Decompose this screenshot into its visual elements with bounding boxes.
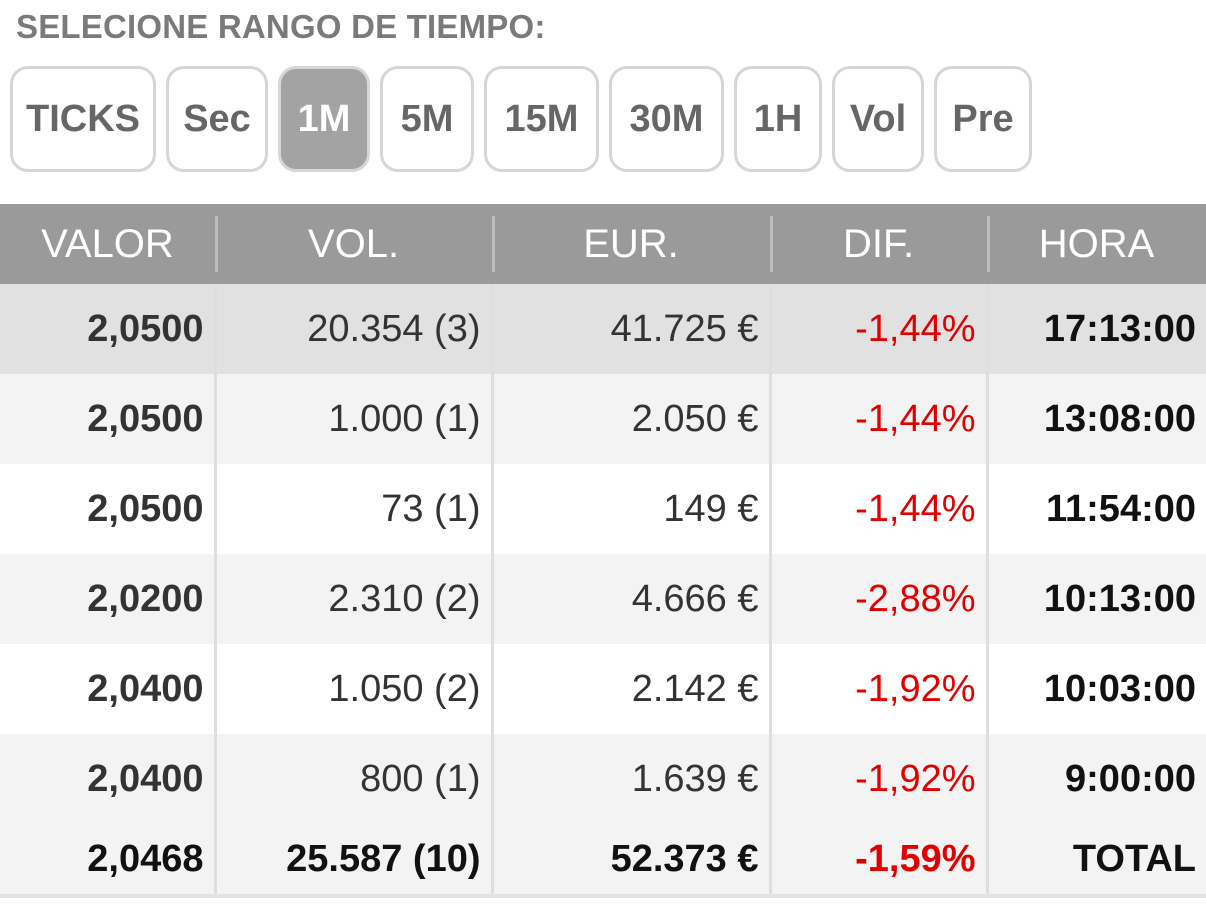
total-dif: -1,59%	[768, 824, 987, 898]
column-header-valor[interactable]: VALOR	[0, 204, 215, 284]
range-button-pre[interactable]: Pre	[934, 66, 1032, 172]
cell-hora: 10:13:00	[985, 554, 1206, 644]
cell-vol: 2.310 (2)	[213, 554, 492, 644]
range-button-vol[interactable]: Vol	[832, 66, 924, 172]
cell-eur: 4.666 €	[490, 554, 770, 644]
cell-vol: 1.050 (2)	[213, 644, 492, 734]
cell-valor: 2,0400	[0, 644, 215, 734]
cell-dif: -1,44%	[768, 284, 987, 374]
range-button-1h[interactable]: 1H	[734, 66, 822, 172]
table-row: 2,0500 73 (1) 149 € -1,44% 11:54:00	[0, 464, 1206, 554]
cell-eur: 41.725 €	[490, 284, 770, 374]
cell-vol: 73 (1)	[213, 464, 492, 554]
cell-eur: 2.142 €	[490, 644, 770, 734]
trades-table: VALOR VOL. EUR. DIF. HORA 2,0500 20.354 …	[0, 204, 1206, 898]
column-header-eur[interactable]: EUR.	[492, 204, 770, 284]
range-button-ticks[interactable]: TICKS	[10, 66, 156, 172]
cell-vol: 1.000 (1)	[213, 374, 492, 464]
range-button-sec[interactable]: Sec	[166, 66, 268, 172]
column-header-vol[interactable]: VOL.	[215, 204, 492, 284]
total-eur: 52.373 €	[490, 824, 770, 898]
cell-dif: -1,44%	[768, 374, 987, 464]
table-row: 2,0200 2.310 (2) 4.666 € -2,88% 10:13:00	[0, 554, 1206, 644]
cell-valor: 2,0400	[0, 734, 215, 824]
cell-eur: 1.639 €	[490, 734, 770, 824]
cell-dif: -1,92%	[768, 734, 987, 824]
cell-eur: 2.050 €	[490, 374, 770, 464]
cell-hora: 13:08:00	[985, 374, 1206, 464]
table-row: 2,0500 20.354 (3) 41.725 € -1,44% 17:13:…	[0, 284, 1206, 374]
range-button-5m[interactable]: 5M	[380, 66, 474, 172]
cell-valor: 2,0500	[0, 464, 215, 554]
cell-vol: 800 (1)	[213, 734, 492, 824]
cell-vol: 20.354 (3)	[213, 284, 492, 374]
table-row: 2,0500 1.000 (1) 2.050 € -1,44% 13:08:00	[0, 374, 1206, 464]
table-row: 2,0400 800 (1) 1.639 € -1,92% 9:00:00	[0, 734, 1206, 824]
cell-valor: 2,0500	[0, 284, 215, 374]
cell-eur: 149 €	[490, 464, 770, 554]
cell-hora: 10:03:00	[985, 644, 1206, 734]
table-row: 2,0400 1.050 (2) 2.142 € -1,92% 10:03:00	[0, 644, 1206, 734]
cell-hora: 9:00:00	[985, 734, 1206, 824]
cell-hora: 11:54:00	[985, 464, 1206, 554]
range-label: SELECIONE RANGO DE TIEMPO:	[16, 8, 546, 45]
range-button-30m[interactable]: 30M	[609, 66, 724, 172]
cell-dif: -1,92%	[768, 644, 987, 734]
range-button-1m[interactable]: 1M	[278, 66, 370, 172]
range-button-15m[interactable]: 15M	[484, 66, 599, 172]
cell-valor: 2,0500	[0, 374, 215, 464]
cell-dif: -2,88%	[768, 554, 987, 644]
cell-valor: 2,0200	[0, 554, 215, 644]
total-label: TOTAL	[985, 824, 1206, 898]
cell-hora: 17:13:00	[985, 284, 1206, 374]
table-header-row: VALOR VOL. EUR. DIF. HORA	[0, 204, 1206, 284]
table-total-row: 2,0468 25.587 (10) 52.373 € -1,59% TOTAL	[0, 824, 1206, 898]
total-vol: 25.587 (10)	[213, 824, 492, 898]
column-header-dif[interactable]: DIF.	[770, 204, 987, 284]
total-valor: 2,0468	[0, 824, 215, 898]
column-header-hora[interactable]: HORA	[987, 204, 1206, 284]
cell-dif: -1,44%	[768, 464, 987, 554]
